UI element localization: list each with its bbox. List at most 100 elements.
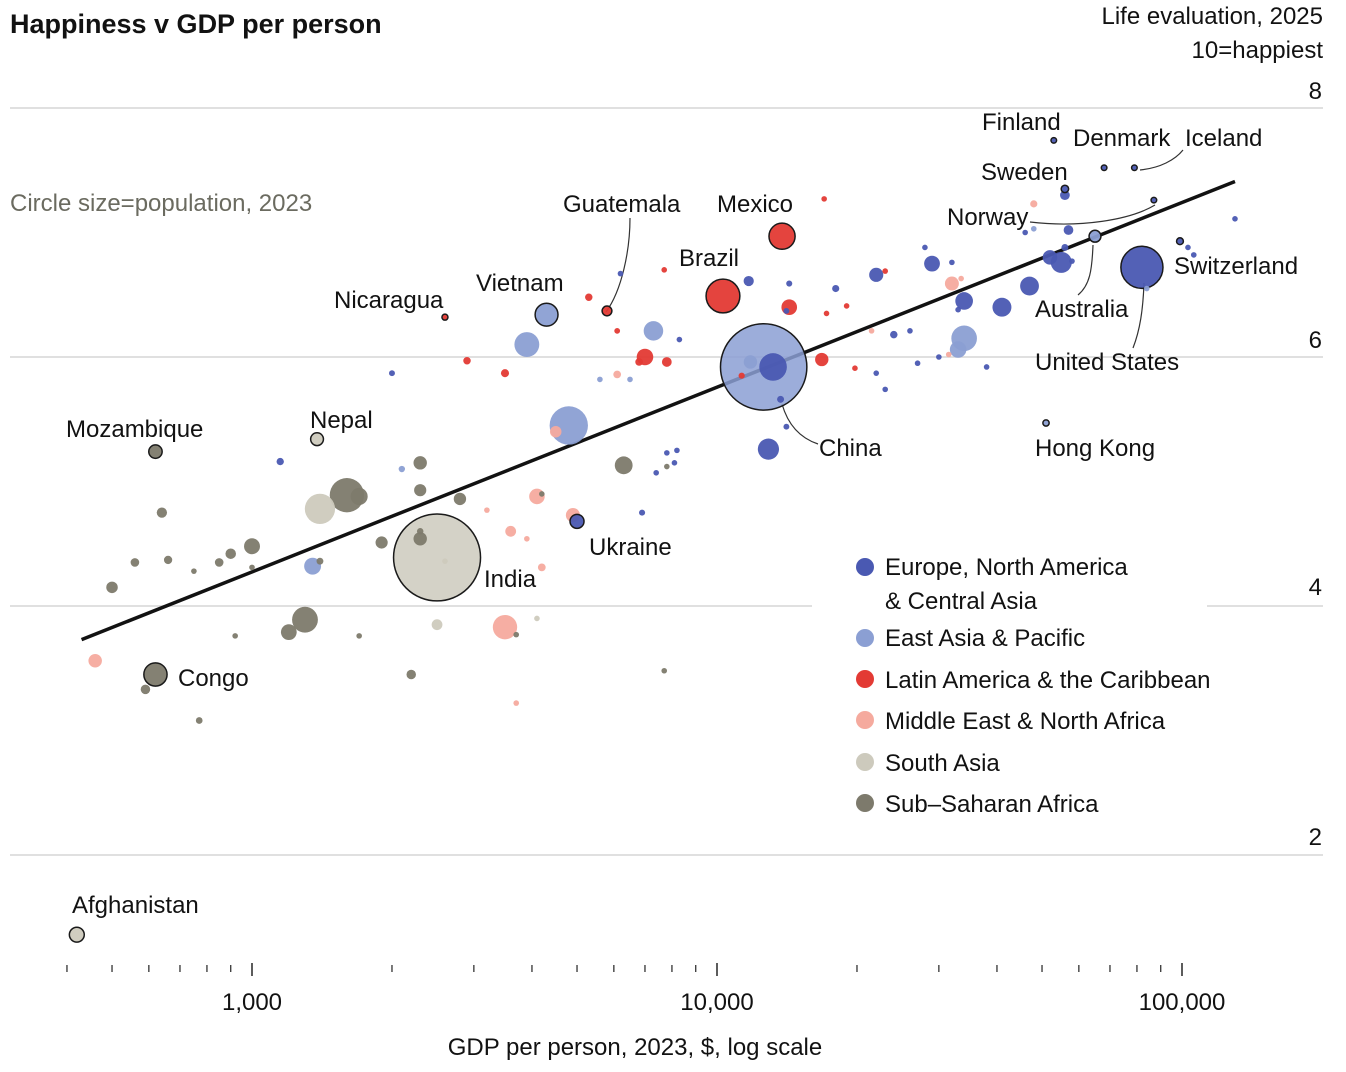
point-99 (537, 563, 546, 572)
point-69 (743, 355, 758, 369)
point-82 (500, 369, 510, 378)
point-26 (1042, 250, 1058, 265)
point-finland (1050, 136, 1058, 144)
label-guatemala: Guatemala (563, 191, 681, 218)
point-india (392, 513, 482, 602)
label-ukraine: Ukraine (589, 534, 672, 561)
x-tick-label-1000: 1,000 (222, 989, 282, 1016)
point-41 (949, 259, 955, 266)
point-136 (661, 667, 668, 674)
legend-label-latin-america: Latin America & the Caribbean (885, 667, 1211, 694)
point-63 (949, 341, 967, 358)
point-brazil (705, 278, 741, 314)
leader-united-states (1132, 282, 1145, 349)
label-nepal: Nepal (310, 407, 373, 434)
point-103 (88, 654, 102, 668)
point-85 (614, 327, 621, 334)
point-44 (1022, 229, 1028, 236)
label-congo: Congo (178, 665, 249, 692)
point-39 (914, 360, 921, 367)
point-101 (524, 535, 530, 542)
point-116 (453, 492, 467, 506)
point-vietnam (534, 302, 559, 327)
point-92 (944, 276, 959, 291)
point-nepal (309, 432, 325, 447)
point-40 (922, 244, 928, 251)
legend: Europe, North America & Central Asia Eas… (812, 548, 1211, 828)
point-126 (214, 558, 224, 567)
point-33 (832, 284, 840, 293)
point-127 (225, 548, 236, 559)
point-75 (781, 299, 798, 315)
point-74 (1143, 285, 1150, 292)
label-switzerland: Switzerland (1174, 253, 1298, 280)
point-117 (413, 532, 427, 546)
point-mexico (768, 222, 796, 251)
legend-label-europe-line-1: Europe, North America (885, 554, 1128, 581)
x-tick-label-100000: 100,000 (1139, 989, 1226, 1016)
point-81 (843, 303, 850, 309)
point-52 (664, 450, 670, 456)
label-norway: Norway (947, 204, 1028, 231)
legend-swatch-sub-saharan (856, 794, 874, 812)
point-107 (304, 493, 336, 525)
point-30 (924, 255, 940, 272)
point-28 (1063, 225, 1074, 235)
point-56 (743, 275, 754, 287)
point-31 (869, 267, 884, 282)
point-140 (356, 633, 362, 639)
point-130 (316, 557, 324, 565)
label-hong-kong: Hong Kong (1035, 435, 1155, 462)
point-sweden (1060, 184, 1070, 194)
point-87 (821, 196, 827, 202)
point-22 (757, 438, 780, 460)
point-60 (639, 509, 646, 516)
point-120 (614, 456, 633, 475)
point-98 (492, 614, 518, 640)
point-46 (1069, 258, 1075, 264)
point-79 (635, 358, 643, 366)
point-109 (534, 615, 540, 622)
point-123 (156, 507, 168, 518)
label-nicaragua: Nicaragua (334, 287, 444, 314)
point-113 (280, 624, 297, 641)
point-118 (416, 528, 424, 535)
point-61 (936, 354, 942, 360)
point-89 (852, 365, 858, 372)
point-129 (249, 564, 255, 571)
point-84 (585, 293, 593, 301)
leader-china (781, 403, 819, 445)
point-110 (442, 558, 448, 564)
point-australia (1088, 229, 1102, 243)
point-131 (106, 581, 118, 594)
chart-title: Happiness v GDP per person (10, 9, 382, 39)
point-45 (1061, 243, 1069, 251)
label-sweden: Sweden (981, 159, 1068, 186)
point-54 (671, 460, 678, 466)
point-24 (1020, 276, 1039, 296)
point-138 (539, 491, 545, 497)
leader-australia (1077, 244, 1094, 296)
point-48 (1232, 216, 1238, 222)
point-76 (815, 352, 829, 367)
label-australia: Australia (1035, 296, 1129, 323)
leader-iceland (1139, 149, 1184, 171)
label-mexico: Mexico (717, 191, 793, 218)
point-congo (143, 662, 168, 687)
point-59 (276, 457, 284, 466)
leader-norway (1029, 204, 1156, 225)
point-83 (463, 356, 471, 365)
y-tick-label-8: 8 (1309, 78, 1322, 105)
point-97 (505, 525, 517, 537)
point-80 (823, 310, 830, 317)
point-122 (244, 538, 260, 555)
label-united-states: United States (1035, 349, 1179, 376)
point-72 (627, 376, 633, 383)
legend-swatch-middle-east (856, 711, 874, 729)
label-india: India (484, 566, 537, 593)
point-125 (163, 555, 173, 565)
legend-swatch-latin-america (856, 670, 874, 688)
label-iceland: Iceland (1185, 125, 1262, 152)
